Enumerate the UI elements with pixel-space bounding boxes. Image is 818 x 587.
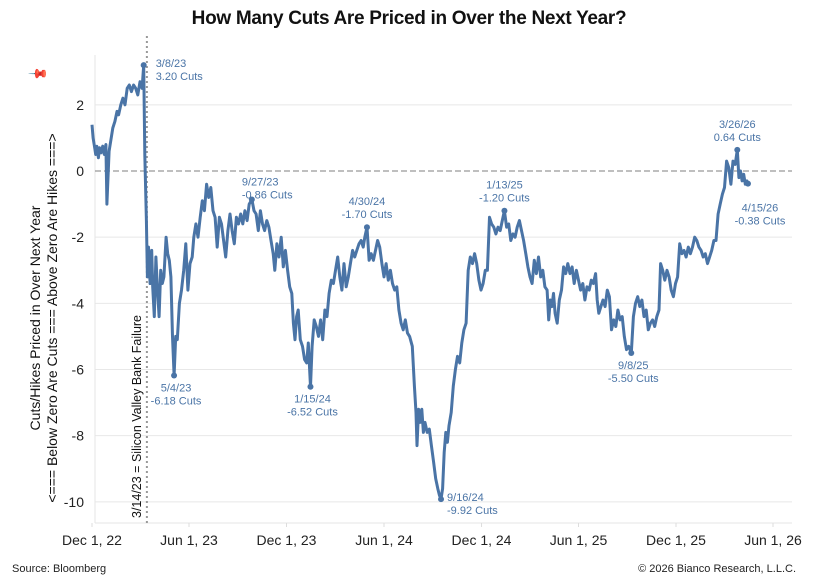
source-note: Source: Bloomberg [12,563,107,575]
chart-title: How Many Cuts Are Priced in Over the Nex… [191,8,627,29]
y-tick-label: -2 [72,229,85,245]
annotation-value: -1.20 Cuts [479,193,530,205]
annotation-date: 9/27/23 [242,176,279,188]
annotation-value: -6.52 Cuts [287,407,338,419]
annotation-date: 1/13/25 [486,180,523,192]
x-tick-label: Dec 1, 22 [62,532,122,548]
y-tick-label: -8 [72,428,85,444]
y-tick-label: -6 [72,362,85,378]
annotation-value: -0.86 Cuts [242,189,293,201]
annotation-marker [140,62,147,69]
y-tick-label: 2 [76,97,84,113]
copyright-note: © 2026 Bianco Research, L.L.C. [638,563,796,575]
annotation-value: -1.70 Cuts [342,209,393,221]
annotation-marker [363,224,370,231]
grid-lines [94,55,792,524]
annotation-date: 5/4/23 [161,382,192,394]
annotation-marker [628,349,635,356]
annotation-date: 9/16/24 [447,492,484,504]
annotation-marker [248,196,255,203]
x-axis-ticks: Dec 1, 22 Jun 1, 23 Dec 1, 23 Jun 1, 24 Dec … [62,523,802,548]
annotation-marker [734,146,741,153]
svb-label: 3/14/23 = Silicon Valley Bank Failure [130,315,144,518]
annotation-value: -9.92 Cuts [447,505,498,517]
annotation-date: 1/15/24 [294,394,331,406]
annotation-marker [307,383,314,390]
annotation-marker [501,207,508,214]
annotation-value: -6.18 Cuts [151,395,202,407]
annotation-marker [438,496,445,503]
x-tick-label: Dec 1, 25 [646,532,706,548]
x-tick-label: Jun 1, 25 [550,532,608,548]
x-tick-label: Jun 1, 23 [160,532,218,548]
x-tick-label: Jun 1, 24 [355,532,413,548]
y-axis-label-line1: Cuts/Hikes Priced in Over Next Year [27,205,43,430]
y-axis-ticks: 2 0 -2 -4 -6 -8 -10 [64,97,84,510]
x-tick-label: Dec 1, 24 [452,532,512,548]
annotation-date: 3/8/23 [156,58,187,70]
y-tick-label: -10 [64,494,84,510]
x-tick-label: Dec 1, 23 [257,532,317,548]
annotation-value: 0.64 Cuts [714,132,762,144]
y-axis-label-line2: <=== Below Zero Are Cuts === Above Zero … [44,133,60,502]
y-tick-label: 0 [76,163,84,179]
annotation-date: 9/8/25 [618,360,649,372]
annotation-date: 4/15/26 [742,203,779,215]
annotation-marker [744,180,751,187]
annotation-marker [171,372,178,379]
annotation-value: 3.20 Cuts [156,71,204,83]
y-tick-label: -4 [72,295,85,311]
annotation-date: 3/26/26 [719,119,756,131]
annotation-value: -5.50 Cuts [608,373,659,385]
annotation-value: -0.38 Cuts [735,216,786,228]
series-line [90,63,750,501]
annotation-date: 4/30/24 [349,196,386,208]
x-tick-label: Jun 1, 26 [744,532,802,548]
